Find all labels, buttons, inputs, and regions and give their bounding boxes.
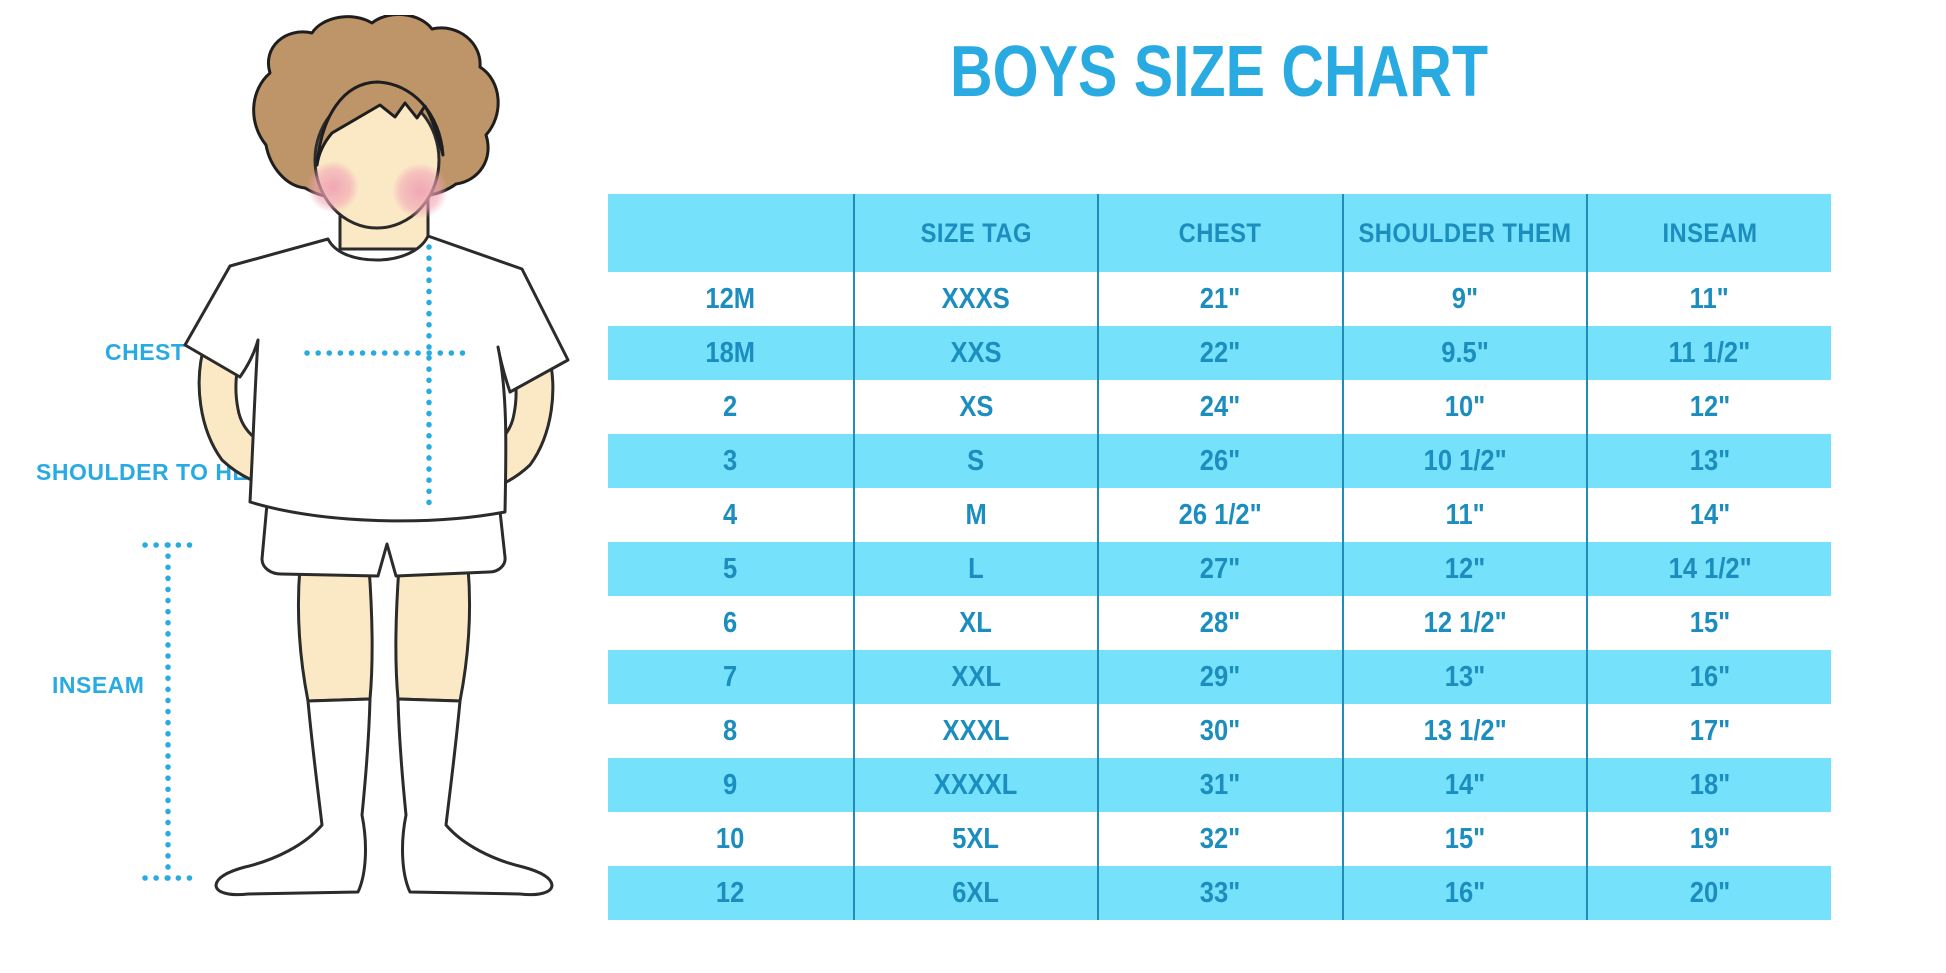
cell-size: 18M xyxy=(705,336,756,369)
cell-shoulder: 11" xyxy=(1341,488,1587,542)
table-row: 3 S 26" 10 1/2" 13" xyxy=(608,434,1831,488)
boy-hair-fringe xyxy=(315,80,445,167)
cell-size-tag: XS xyxy=(852,380,1098,434)
cell-shoulder: 10" xyxy=(1341,380,1587,434)
header-cell-size-tag: SIZE TAG xyxy=(852,194,1098,272)
header-cell-inseam: INSEAM xyxy=(1586,194,1831,272)
table-row: 12 6XL 33" 16" 20" xyxy=(608,866,1831,920)
boy-figure-illustration xyxy=(142,15,570,897)
cell-size-tag: 6XL xyxy=(852,866,1098,920)
cell-inseam: 20" xyxy=(1586,866,1831,920)
chest-label: CHEST xyxy=(105,339,186,365)
table-row: 2 XS 24" 10" 12" xyxy=(608,380,1831,434)
cell-shoulder: 13 1/2" xyxy=(1341,704,1587,758)
cell-inseam: 11" xyxy=(1586,272,1831,326)
cell-chest: 26 1/2" xyxy=(1097,488,1342,542)
header-cell-shoulder: SHOULDER THEM xyxy=(1341,194,1587,272)
cell-shoulder: 14" xyxy=(1341,758,1587,812)
table-row: 9 XXXXL 31" 14" 18" xyxy=(608,758,1831,812)
table-row: 7 XXL 29" 13" 16" xyxy=(608,650,1831,704)
cell-inseam: 16" xyxy=(1586,650,1831,704)
cell-chest: 26" xyxy=(1097,434,1342,488)
table-row: 18M XXS 22" 9.5" 11 1/2" xyxy=(608,326,1831,380)
cell-size: 12M xyxy=(705,282,756,315)
cell-shoulder: 12 1/2" xyxy=(1341,596,1587,650)
cell-inseam: 14 1/2" xyxy=(1586,542,1831,596)
cell-chest: 30" xyxy=(1097,704,1342,758)
cell-chest: 22" xyxy=(1097,326,1342,380)
page-title: BOYS SIZE CHART xyxy=(950,32,1489,112)
cell-size: 8 xyxy=(723,714,738,747)
boy-tshirt xyxy=(183,234,570,523)
header-cell-chest: CHEST xyxy=(1097,194,1342,272)
boy-right-cheek xyxy=(392,163,448,219)
cell-size: 7 xyxy=(723,660,738,693)
cell-inseam: 11 1/2" xyxy=(1586,326,1831,380)
boy-left-sock xyxy=(214,697,372,897)
cell-size: 2 xyxy=(723,390,738,423)
cell-shoulder: 12" xyxy=(1341,542,1587,596)
cell-size: 3 xyxy=(723,444,738,477)
cell-size-tag: XL xyxy=(852,596,1098,650)
table-row: 6 XL 28" 12 1/2" 15" xyxy=(608,596,1831,650)
cell-shoulder: 16" xyxy=(1341,866,1587,920)
cell-size-tag: M xyxy=(852,488,1098,542)
inseam-label: INSEAM xyxy=(52,672,145,698)
cell-size-tag: XXXXL xyxy=(852,758,1098,812)
table-row: 12M XXXS 21" 9" 11" xyxy=(608,272,1831,326)
cell-size-tag: XXL xyxy=(852,650,1098,704)
boy-right-sock xyxy=(396,697,554,897)
cell-inseam: 19" xyxy=(1586,812,1831,866)
boy-left-cheek xyxy=(307,161,359,213)
cell-size-tag: XXXS xyxy=(852,272,1098,326)
page-title-wrap: BOYS SIZE CHART xyxy=(608,36,1831,108)
table-header-row: SIZE TAG CHEST SHOULDER THEM INSEAM xyxy=(608,194,1831,272)
cell-inseam: 14" xyxy=(1586,488,1831,542)
cell-shoulder: 10 1/2" xyxy=(1341,434,1587,488)
cell-size: 12 xyxy=(716,876,745,909)
cell-shoulder: 15" xyxy=(1341,812,1587,866)
cell-size: 6 xyxy=(723,606,738,639)
cell-chest: 27" xyxy=(1097,542,1342,596)
cell-size-tag: S xyxy=(852,434,1098,488)
cell-size: 5 xyxy=(723,552,738,585)
size-table: SIZE TAG CHEST SHOULDER THEM INSEAM 12M … xyxy=(608,194,1831,920)
cell-size-tag: 5XL xyxy=(852,812,1098,866)
cell-chest: 33" xyxy=(1097,866,1342,920)
cell-chest: 32" xyxy=(1097,812,1342,866)
boy-right-leg xyxy=(394,565,472,703)
cell-shoulder: 9" xyxy=(1341,272,1587,326)
table-row: 10 5XL 32" 15" 19" xyxy=(608,812,1831,866)
cell-inseam: 13" xyxy=(1586,434,1831,488)
table-row: 5 L 27" 12" 14 1/2" xyxy=(608,542,1831,596)
cell-size: 10 xyxy=(716,822,745,855)
cell-inseam: 18" xyxy=(1586,758,1831,812)
cell-chest: 24" xyxy=(1097,380,1342,434)
cell-shoulder: 13" xyxy=(1341,650,1587,704)
cell-size-tag: XXS xyxy=(852,326,1098,380)
boy-left-leg xyxy=(296,565,374,703)
header-cell-size xyxy=(608,194,853,272)
cell-chest: 21" xyxy=(1097,272,1342,326)
cell-size: 4 xyxy=(723,498,738,531)
cell-inseam: 12" xyxy=(1586,380,1831,434)
cell-shoulder: 9.5" xyxy=(1341,326,1587,380)
table-row: 8 XXXL 30" 13 1/2" 17" xyxy=(608,704,1831,758)
cell-size: 9 xyxy=(723,768,738,801)
cell-size-tag: XXXL xyxy=(852,704,1098,758)
cell-chest: 29" xyxy=(1097,650,1342,704)
cell-chest: 28" xyxy=(1097,596,1342,650)
cell-chest: 31" xyxy=(1097,758,1342,812)
cell-inseam: 17" xyxy=(1586,704,1831,758)
cell-inseam: 15" xyxy=(1586,596,1831,650)
cell-size-tag: L xyxy=(852,542,1098,596)
table-row: 4 M 26 1/2" 11" 14" xyxy=(608,488,1831,542)
